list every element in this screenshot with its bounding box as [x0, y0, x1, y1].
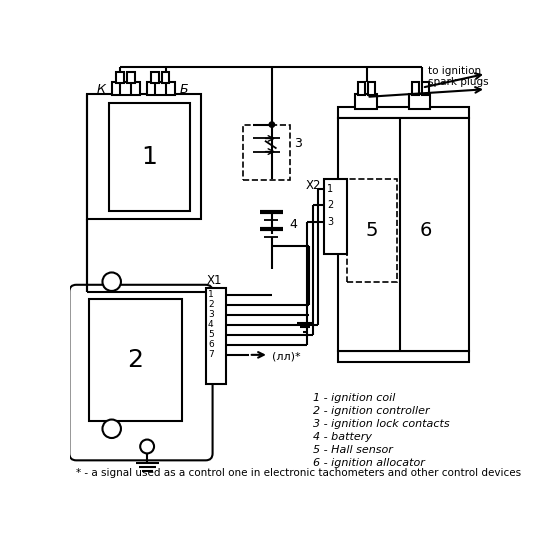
Text: Б: Б [180, 83, 189, 96]
Text: * - a signal used as a control one in electronic tachometers and other control d: * - a signal used as a control one in el… [75, 468, 521, 478]
Bar [162, 72, 169, 83]
Bar [338, 351, 469, 362]
Text: 2 - ignition controller: 2 - ignition controller [312, 406, 430, 416]
Text: 1: 1 [327, 185, 333, 194]
Text: X1: X1 [206, 274, 222, 287]
Bar [338, 118, 469, 351]
Bar [368, 81, 375, 95]
Bar [127, 72, 135, 83]
Text: X2: X2 [306, 179, 321, 192]
Bar [409, 94, 431, 109]
Bar [87, 94, 201, 218]
Bar [109, 103, 190, 211]
Text: to ignition: to ignition [428, 66, 481, 76]
Text: 3: 3 [327, 217, 333, 228]
FancyBboxPatch shape [69, 285, 212, 461]
Text: 3 - ignition lock contacts: 3 - ignition lock contacts [312, 419, 449, 429]
Text: 3: 3 [208, 310, 214, 320]
Bar [243, 125, 290, 180]
Circle shape [269, 122, 274, 128]
Text: 6: 6 [208, 341, 214, 349]
Text: 5: 5 [366, 221, 378, 239]
Text: 1: 1 [208, 291, 214, 299]
Text: (лл)*: (лл)* [272, 351, 300, 362]
Circle shape [102, 272, 121, 291]
Bar [112, 81, 140, 95]
Text: spark plugs: spark plugs [428, 76, 489, 87]
Text: 5: 5 [208, 330, 214, 339]
Text: 6 - ignition allocator: 6 - ignition allocator [312, 458, 425, 469]
Bar [89, 300, 182, 421]
Bar [151, 72, 159, 83]
Text: 2: 2 [208, 300, 213, 309]
Bar [422, 81, 429, 95]
Circle shape [140, 440, 154, 454]
Text: 1: 1 [141, 145, 157, 169]
Text: 3: 3 [294, 137, 302, 150]
Text: 5 - Hall sensor: 5 - Hall sensor [312, 445, 393, 455]
Bar [358, 81, 365, 95]
Text: 2: 2 [327, 200, 333, 210]
Circle shape [102, 420, 121, 438]
Text: К: К [96, 83, 106, 96]
Bar [348, 179, 397, 282]
Text: 6: 6 [420, 221, 432, 239]
Bar [147, 81, 175, 95]
Bar [412, 81, 419, 95]
Text: 7: 7 [208, 350, 214, 359]
Text: 1 - ignition coil: 1 - ignition coil [312, 393, 395, 403]
Bar [117, 72, 124, 83]
Bar [338, 107, 469, 118]
Text: 2: 2 [128, 348, 144, 372]
Bar [206, 288, 225, 384]
Bar [324, 179, 348, 254]
Bar [355, 94, 377, 109]
Text: 4: 4 [290, 218, 298, 231]
Text: 4 - battery: 4 - battery [312, 432, 372, 442]
Text: 4: 4 [208, 320, 213, 329]
